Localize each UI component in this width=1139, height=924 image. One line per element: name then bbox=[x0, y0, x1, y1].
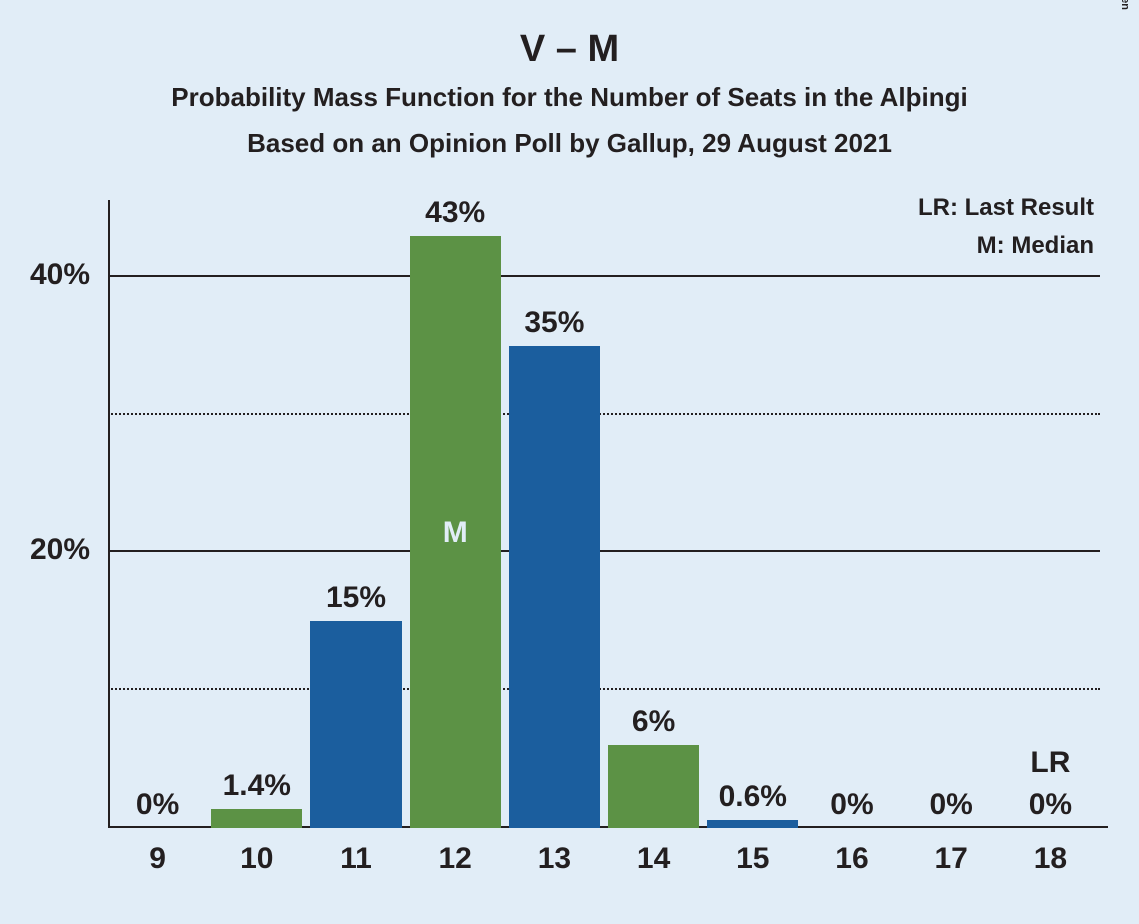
gridline bbox=[108, 688, 1100, 690]
bar-value-label: 0% bbox=[1001, 788, 1100, 822]
bar bbox=[608, 745, 699, 828]
bar bbox=[310, 621, 401, 828]
bar-value-label: 15% bbox=[306, 581, 405, 615]
bar-value-label: 6% bbox=[604, 705, 703, 739]
legend-last-result: LR: Last Result bbox=[108, 194, 1094, 222]
gridline bbox=[108, 550, 1100, 552]
median-marker: M bbox=[410, 516, 501, 550]
x-axis-label: 17 bbox=[902, 842, 1001, 876]
bar-value-label: 0% bbox=[802, 788, 901, 822]
chart-subtitle-1: Probability Mass Function for the Number… bbox=[0, 82, 1139, 113]
chart-title: V – M bbox=[0, 28, 1139, 71]
bar-value-label: 1.4% bbox=[207, 769, 306, 803]
y-axis bbox=[108, 200, 110, 828]
x-axis-label: 13 bbox=[505, 842, 604, 876]
x-axis-label: 12 bbox=[406, 842, 505, 876]
bar bbox=[707, 820, 798, 828]
x-axis-label: 16 bbox=[802, 842, 901, 876]
x-axis-label: 18 bbox=[1001, 842, 1100, 876]
y-axis-label: 40% bbox=[0, 258, 90, 292]
chart-subtitle-2: Based on an Opinion Poll by Gallup, 29 A… bbox=[0, 128, 1139, 159]
bar-value-label: 35% bbox=[505, 306, 604, 340]
bar bbox=[509, 346, 600, 828]
x-axis-label: 14 bbox=[604, 842, 703, 876]
legend-median: M: Median bbox=[108, 232, 1094, 260]
x-axis-label: 15 bbox=[703, 842, 802, 876]
x-axis-label: 11 bbox=[306, 842, 405, 876]
y-axis-label: 20% bbox=[0, 533, 90, 567]
bar bbox=[211, 809, 302, 828]
gridline bbox=[108, 275, 1100, 277]
plot-area: 0%1.4%15%M43%35%6%0.6%0%0%0%LR bbox=[108, 208, 1100, 828]
x-axis-label: 10 bbox=[207, 842, 306, 876]
x-axis-label: 9 bbox=[108, 842, 207, 876]
last-result-marker: LR bbox=[1001, 746, 1100, 780]
bar-value-label: 0.6% bbox=[703, 780, 802, 814]
bar-value-label: 0% bbox=[108, 788, 207, 822]
copyright-text: © 2021 Filip van Laenen bbox=[1119, 0, 1131, 10]
chart-canvas: V – M Probability Mass Function for the N… bbox=[0, 0, 1139, 924]
bar-value-label: 0% bbox=[902, 788, 1001, 822]
gridline bbox=[108, 413, 1100, 415]
